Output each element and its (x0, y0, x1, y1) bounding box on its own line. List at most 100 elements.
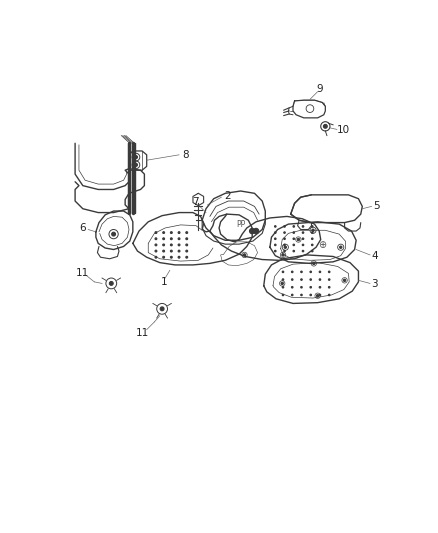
Circle shape (328, 279, 330, 280)
Circle shape (293, 244, 294, 246)
Circle shape (328, 287, 330, 288)
Circle shape (178, 244, 180, 246)
Circle shape (275, 251, 276, 252)
Circle shape (319, 294, 321, 296)
Circle shape (282, 279, 284, 280)
Circle shape (282, 254, 284, 256)
Circle shape (302, 238, 304, 239)
Circle shape (310, 279, 311, 280)
Circle shape (302, 251, 304, 252)
Circle shape (163, 232, 165, 233)
Circle shape (301, 279, 302, 280)
Text: 11: 11 (135, 328, 149, 338)
Circle shape (291, 279, 293, 280)
Circle shape (284, 232, 285, 233)
Circle shape (313, 262, 315, 264)
Circle shape (155, 250, 157, 252)
Circle shape (284, 246, 286, 248)
Circle shape (281, 282, 283, 285)
Circle shape (170, 244, 172, 246)
Text: ⊕: ⊕ (318, 240, 326, 250)
Circle shape (160, 307, 164, 311)
Circle shape (250, 228, 255, 234)
Circle shape (112, 232, 116, 236)
Circle shape (311, 238, 313, 239)
Circle shape (328, 294, 330, 296)
Circle shape (291, 271, 293, 273)
Circle shape (186, 232, 187, 233)
Circle shape (170, 256, 172, 258)
Circle shape (186, 244, 187, 246)
Circle shape (282, 287, 284, 288)
Circle shape (284, 244, 285, 246)
Text: 11: 11 (76, 268, 89, 278)
Circle shape (170, 250, 172, 252)
Circle shape (186, 256, 187, 258)
Circle shape (302, 225, 304, 227)
Circle shape (275, 225, 276, 227)
Circle shape (310, 271, 311, 273)
Circle shape (297, 238, 300, 241)
Text: PP: PP (236, 220, 245, 229)
Circle shape (319, 279, 321, 280)
Circle shape (311, 225, 313, 227)
Circle shape (186, 238, 187, 240)
Circle shape (317, 295, 319, 297)
Circle shape (302, 244, 304, 246)
Circle shape (275, 238, 276, 239)
Circle shape (301, 271, 302, 273)
Text: 6: 6 (79, 223, 86, 233)
Circle shape (163, 256, 165, 258)
Circle shape (178, 256, 180, 258)
Circle shape (319, 271, 321, 273)
Circle shape (155, 256, 157, 258)
Circle shape (244, 254, 246, 256)
Circle shape (284, 225, 285, 227)
Circle shape (301, 287, 302, 288)
Circle shape (155, 238, 157, 240)
Circle shape (186, 250, 187, 252)
Circle shape (134, 163, 138, 166)
Text: 1: 1 (160, 277, 167, 287)
Circle shape (155, 232, 157, 233)
Text: 3: 3 (371, 279, 378, 289)
Circle shape (284, 251, 285, 252)
Circle shape (293, 232, 294, 233)
Circle shape (291, 287, 293, 288)
Circle shape (293, 251, 294, 252)
Text: 2: 2 (224, 191, 231, 200)
Text: 10: 10 (337, 125, 350, 135)
Circle shape (301, 294, 302, 296)
Text: 7: 7 (192, 197, 198, 207)
Circle shape (293, 238, 294, 239)
Circle shape (155, 244, 157, 246)
Circle shape (170, 232, 172, 233)
Circle shape (134, 156, 138, 159)
Circle shape (343, 279, 346, 281)
Text: 5: 5 (373, 201, 379, 212)
Circle shape (110, 281, 113, 285)
Circle shape (282, 294, 284, 296)
Circle shape (178, 232, 180, 233)
Text: 9: 9 (317, 84, 323, 94)
Circle shape (275, 232, 276, 233)
Circle shape (311, 251, 313, 252)
Circle shape (302, 232, 304, 233)
Circle shape (339, 246, 342, 248)
Circle shape (284, 238, 285, 239)
Circle shape (323, 124, 327, 128)
Circle shape (178, 250, 180, 252)
Circle shape (163, 238, 165, 240)
Circle shape (319, 287, 321, 288)
Circle shape (253, 228, 259, 234)
Circle shape (311, 244, 313, 246)
Circle shape (310, 287, 311, 288)
Circle shape (178, 238, 180, 240)
Text: 8: 8 (182, 150, 188, 160)
Circle shape (163, 250, 165, 252)
Circle shape (163, 244, 165, 246)
Circle shape (293, 225, 294, 227)
Circle shape (170, 238, 172, 240)
Text: 4: 4 (371, 252, 378, 262)
Circle shape (311, 232, 313, 233)
